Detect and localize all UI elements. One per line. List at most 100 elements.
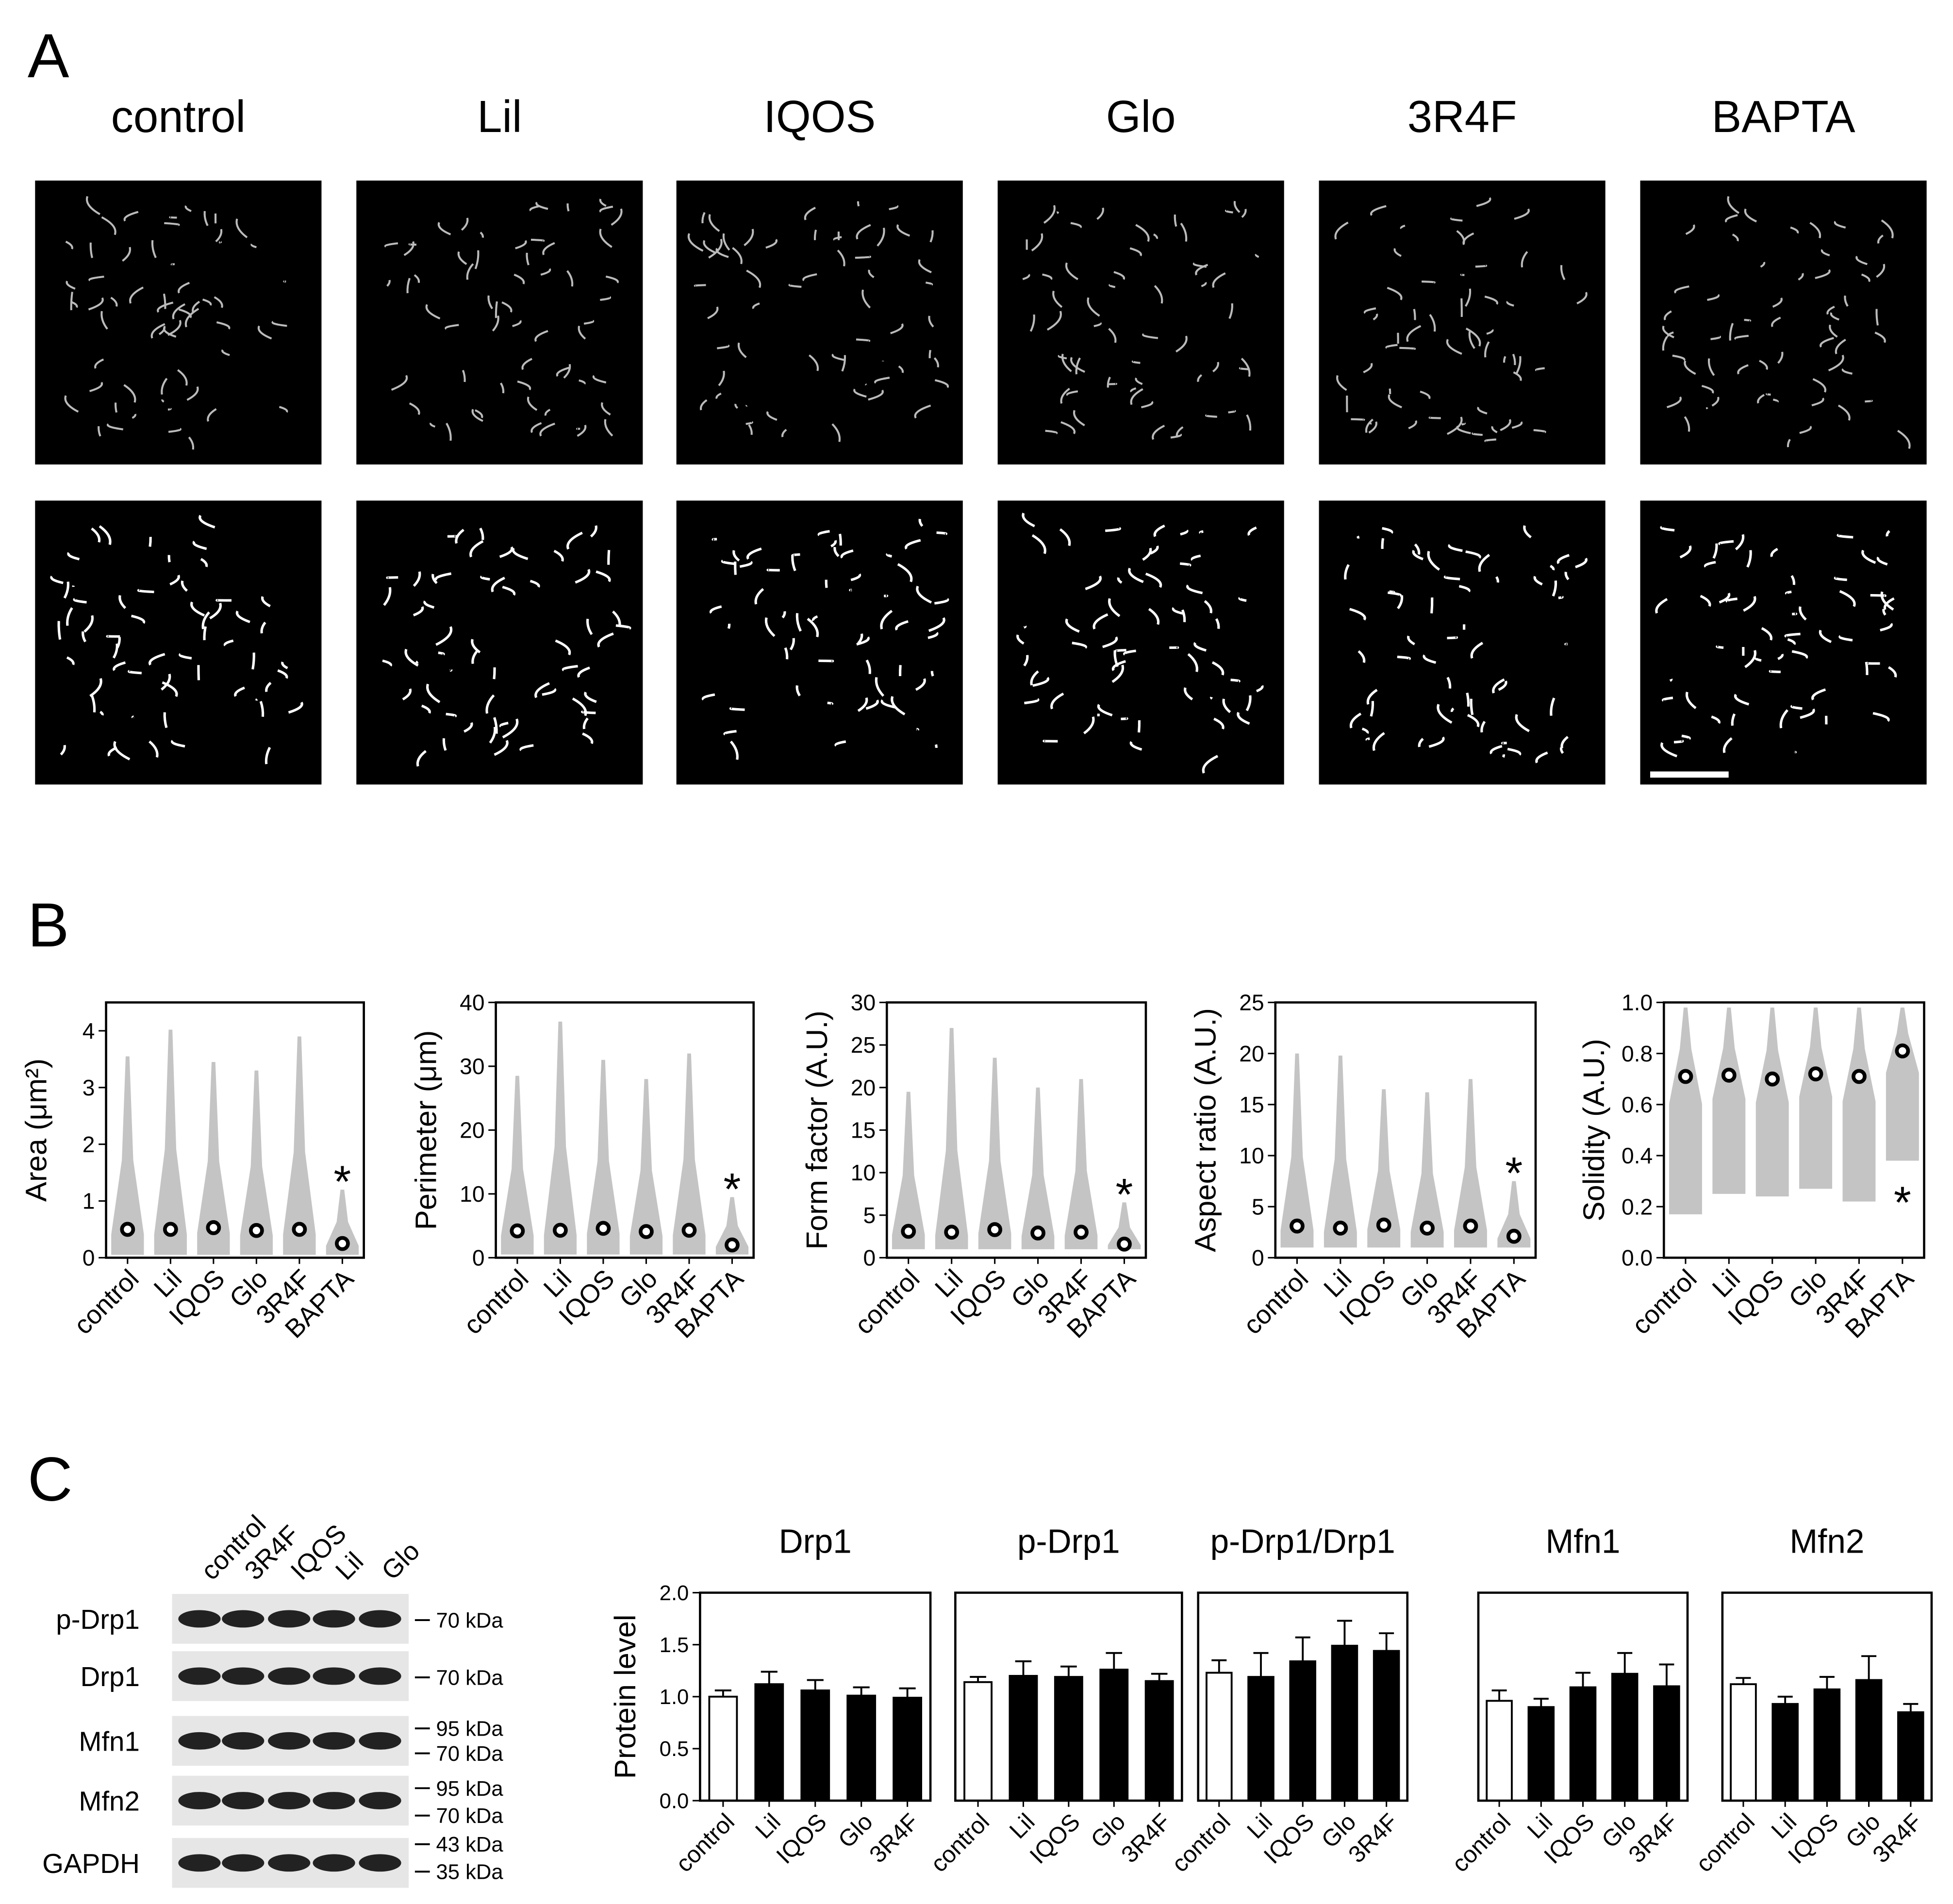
mitochondria [555, 639, 571, 656]
mean-marker [596, 1221, 611, 1236]
mitochondria [502, 718, 519, 739]
mitochondria [1468, 331, 1475, 349]
micrograph [356, 181, 643, 465]
mitochondria [1456, 230, 1465, 244]
mitochondria [1790, 575, 1796, 585]
bar [1855, 1679, 1883, 1802]
mitochondria [414, 274, 420, 283]
mitochondria [1486, 329, 1494, 335]
bar [1099, 1669, 1129, 1802]
mean-marker [1852, 1069, 1867, 1084]
mitochondria [430, 422, 436, 428]
mitochondria [66, 607, 73, 626]
panel-label: C [28, 1445, 73, 1514]
mitochondria [99, 711, 104, 716]
mitochondria [1046, 311, 1062, 331]
mitochondria [1406, 325, 1422, 342]
mitochondria [164, 222, 180, 226]
mitochondria [1418, 738, 1424, 747]
y-tick-label: 1 [83, 1189, 95, 1214]
x-tick-label: control [1238, 1264, 1314, 1340]
y-tick-label: 4 [83, 1018, 95, 1043]
mitochondria [1707, 294, 1720, 301]
mitochondria [1141, 401, 1154, 409]
mean-marker [987, 1222, 1003, 1237]
distribution [283, 1036, 316, 1255]
marker-label: 35 kDa [436, 1861, 503, 1884]
blot-band [222, 1732, 265, 1750]
mitochondria [1512, 353, 1516, 365]
mitochondria [865, 699, 879, 710]
mitochondria [260, 621, 266, 634]
mitochondria [1478, 554, 1490, 572]
bar [800, 1689, 830, 1802]
mitochondria [1370, 701, 1374, 717]
mitochondria [446, 423, 452, 441]
mitochondria [929, 230, 934, 243]
mitochondria [1152, 425, 1165, 440]
plot-frame [1721, 1591, 1933, 1802]
plot-frame [885, 1001, 1147, 1259]
micrograph [676, 500, 963, 785]
blot-band [359, 1610, 401, 1628]
mitochondria [746, 547, 762, 560]
mitochondria [566, 531, 583, 550]
mitochondria [88, 275, 104, 281]
mitochondria [495, 301, 498, 318]
mitochondria [1210, 696, 1213, 700]
bar [1897, 1711, 1924, 1802]
mitochondria [1023, 655, 1029, 667]
mitochondria [1777, 653, 1784, 660]
mitochondria [1154, 285, 1163, 304]
y-tick-label: 30 [460, 1054, 484, 1079]
mitochondria [493, 717, 498, 734]
mitochondria [60, 745, 66, 756]
mitochondria [1575, 558, 1588, 568]
mitochondria [1412, 549, 1423, 561]
mitochondria [1881, 219, 1894, 239]
mitochondria [1560, 736, 1569, 749]
mitochondria [562, 664, 578, 672]
mitochondria [265, 681, 272, 692]
distribution [587, 1060, 620, 1255]
mitochondria [1498, 680, 1507, 691]
mitochondria [1564, 571, 1570, 580]
mitochondria [1407, 635, 1415, 646]
mitochondria [1129, 247, 1142, 257]
mitochondria [82, 631, 87, 643]
mitochondria [934, 598, 949, 605]
mitochondria [1228, 410, 1236, 414]
mitochondria [1550, 564, 1555, 571]
x-tick-label: control [1626, 1264, 1703, 1340]
mean-marker [1117, 1236, 1132, 1252]
bar [1331, 1644, 1358, 1802]
mitochondria [202, 298, 212, 306]
mitochondria [1790, 705, 1803, 710]
x-tick-label: IQOS [1025, 1808, 1085, 1869]
mitochondria [416, 750, 427, 767]
mitochondria [1446, 416, 1463, 435]
mitochondria [1798, 273, 1804, 281]
mitochondria [1734, 334, 1749, 340]
mitochondria [1385, 344, 1398, 349]
mitochondria [1199, 530, 1204, 534]
mitochondria [1669, 679, 1673, 682]
mitochondria [71, 301, 78, 308]
mitochondria [521, 358, 532, 370]
mitochondria [1096, 207, 1104, 220]
mitochondria [123, 384, 136, 403]
mitochondria [1495, 576, 1499, 583]
mitochondria [1550, 697, 1556, 716]
marker-label: 43 kDa [436, 1833, 503, 1856]
mitochondria [480, 232, 484, 238]
micrograph [356, 500, 643, 785]
y-axis-label: Aspect ratio (A.U.) [1189, 1008, 1223, 1252]
mitochondria [732, 550, 740, 562]
mitochondria [1725, 214, 1738, 223]
mitochondria [1083, 716, 1095, 734]
mitochondria [1108, 598, 1121, 617]
mitochondria [582, 732, 594, 745]
blot-band [268, 1792, 311, 1810]
mitochondria [687, 233, 704, 252]
mitochondria [599, 199, 607, 207]
